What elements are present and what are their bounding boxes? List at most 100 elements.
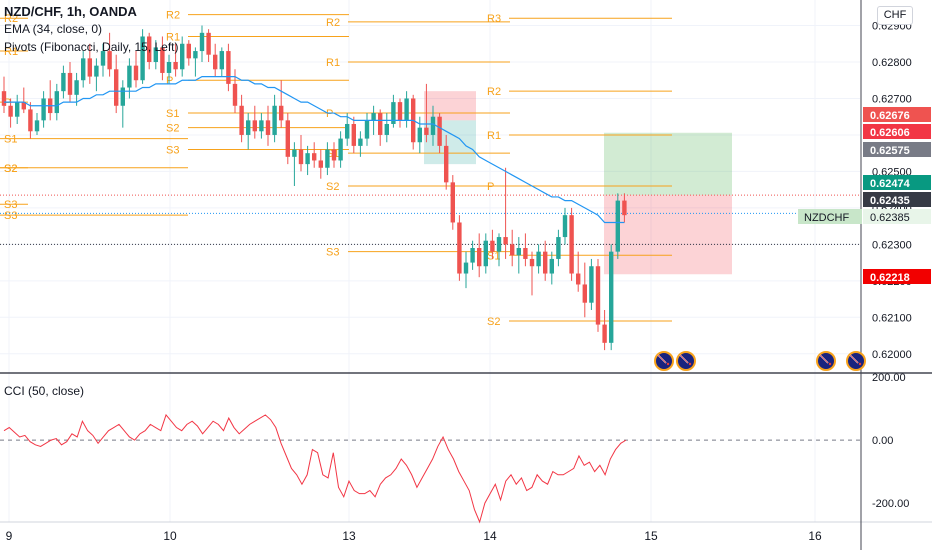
price-tag-box — [863, 175, 931, 190]
candle-body — [74, 80, 79, 95]
pivot-label: R1 — [487, 130, 501, 142]
candle-body — [358, 138, 363, 146]
legend-ema[interactable]: EMA (34, close, 0) — [4, 22, 102, 36]
nz-flag-icon[interactable] — [846, 351, 866, 371]
cci-tick-label: 0.00 — [872, 435, 893, 447]
flag-stripe-red — [657, 354, 667, 364]
candle-body — [529, 258, 535, 267]
candle-body — [81, 58, 86, 81]
price-tag-box — [863, 192, 931, 207]
short-stop-zone — [424, 91, 476, 121]
cci-legend[interactable]: CCI (50, close) — [4, 384, 84, 398]
pivot-label: R1 — [4, 46, 18, 58]
candle-body — [496, 237, 502, 252]
candle-body — [424, 127, 429, 135]
candle-body — [259, 120, 264, 132]
candle-body — [100, 51, 106, 66]
pivot-label: S3 — [166, 145, 179, 157]
candle-body — [34, 120, 40, 132]
price-tag-box — [863, 142, 931, 157]
candle-body — [543, 251, 548, 274]
pivot-label: P — [4, 97, 11, 109]
candle-body — [345, 124, 350, 139]
candle-body — [133, 65, 139, 81]
pivot-label: S3 — [326, 247, 339, 259]
candle-body — [470, 248, 475, 263]
candle-body — [107, 51, 112, 70]
candle-body — [351, 124, 356, 146]
nz-flag-icon[interactable] — [654, 351, 674, 371]
time-tick-label: 15 — [644, 529, 658, 543]
time-tick-label: 13 — [342, 529, 356, 543]
price-tick-label: 0.62300 — [872, 239, 912, 251]
candle-body — [15, 102, 20, 117]
candle-body — [536, 251, 541, 267]
candle-body — [325, 149, 330, 168]
flag-star — [828, 362, 832, 366]
candle-body — [8, 105, 13, 117]
position-target-zone — [604, 132, 732, 196]
candle-body — [622, 200, 627, 216]
flag-stripe-red — [819, 354, 829, 364]
candle-body — [94, 65, 99, 77]
candle-body — [556, 237, 561, 259]
price-tick-label: 0.62100 — [872, 312, 912, 324]
candle-body — [378, 113, 383, 135]
flag-star — [858, 362, 862, 366]
candle-body — [457, 222, 462, 274]
flag-stripe-red — [849, 354, 859, 364]
pivot-label: S2 — [166, 123, 179, 135]
pivots-label: Pivots (Fibonacci, Daily, 15, Left) — [4, 40, 179, 54]
legend-pivots[interactable]: Pivots (Fibonacci, Daily, 15, Left) — [4, 40, 179, 54]
flag-stripe-red — [679, 354, 689, 364]
last-price-label: 0.62385 — [870, 212, 910, 224]
currency-button[interactable]: CHF — [877, 6, 913, 25]
time-tick-label: 9 — [6, 529, 13, 543]
candle-body — [219, 51, 224, 70]
candle-body — [213, 54, 218, 70]
candle-body — [589, 266, 594, 303]
candle-body — [490, 240, 495, 252]
candle-body — [226, 51, 231, 84]
nz-flag-icon[interactable] — [816, 351, 836, 371]
candle-body — [364, 120, 370, 139]
pivot-label: R1 — [326, 57, 340, 69]
candle-body — [120, 87, 125, 106]
pivot-label: P — [326, 108, 333, 120]
candle-body — [41, 98, 46, 121]
time-tick-label: 10 — [163, 529, 177, 543]
ema-line — [4, 75, 625, 224]
candle-body — [232, 83, 238, 106]
candle-body — [417, 127, 422, 143]
pivot-label: R2 — [487, 86, 501, 98]
price-tag-label: 0.62435 — [870, 195, 910, 207]
candle-body — [206, 32, 211, 55]
candle-body — [444, 145, 449, 183]
nz-flag-icon[interactable] — [676, 351, 696, 371]
cci-line — [3, 413, 627, 524]
price-tag-label: 0.62218 — [870, 272, 910, 284]
currency-label: CHF — [883, 9, 907, 21]
candle-body — [510, 244, 515, 256]
pivot-label: R1 — [166, 31, 180, 43]
candle-body — [338, 138, 343, 161]
candle-body — [331, 149, 337, 161]
candle-body — [437, 116, 442, 146]
candle-body — [199, 32, 205, 52]
pivot-label: S2 — [4, 163, 17, 175]
price-tag-label: 0.62474 — [870, 178, 911, 190]
candle-body — [503, 237, 508, 245]
candle-body — [87, 58, 92, 77]
price-tick-label: 0.62800 — [872, 57, 912, 69]
candle-body — [516, 248, 521, 256]
price-tag-label: 0.62676 — [870, 110, 910, 122]
candle-body — [397, 102, 403, 121]
price-tag-label: 0.62575 — [870, 145, 910, 157]
candle-body — [312, 153, 317, 161]
pivot-label: R3 — [487, 13, 501, 25]
candle-body — [186, 43, 191, 59]
time-tick-label: 14 — [483, 529, 497, 543]
candle-body — [279, 105, 284, 121]
candle-body — [483, 240, 488, 267]
